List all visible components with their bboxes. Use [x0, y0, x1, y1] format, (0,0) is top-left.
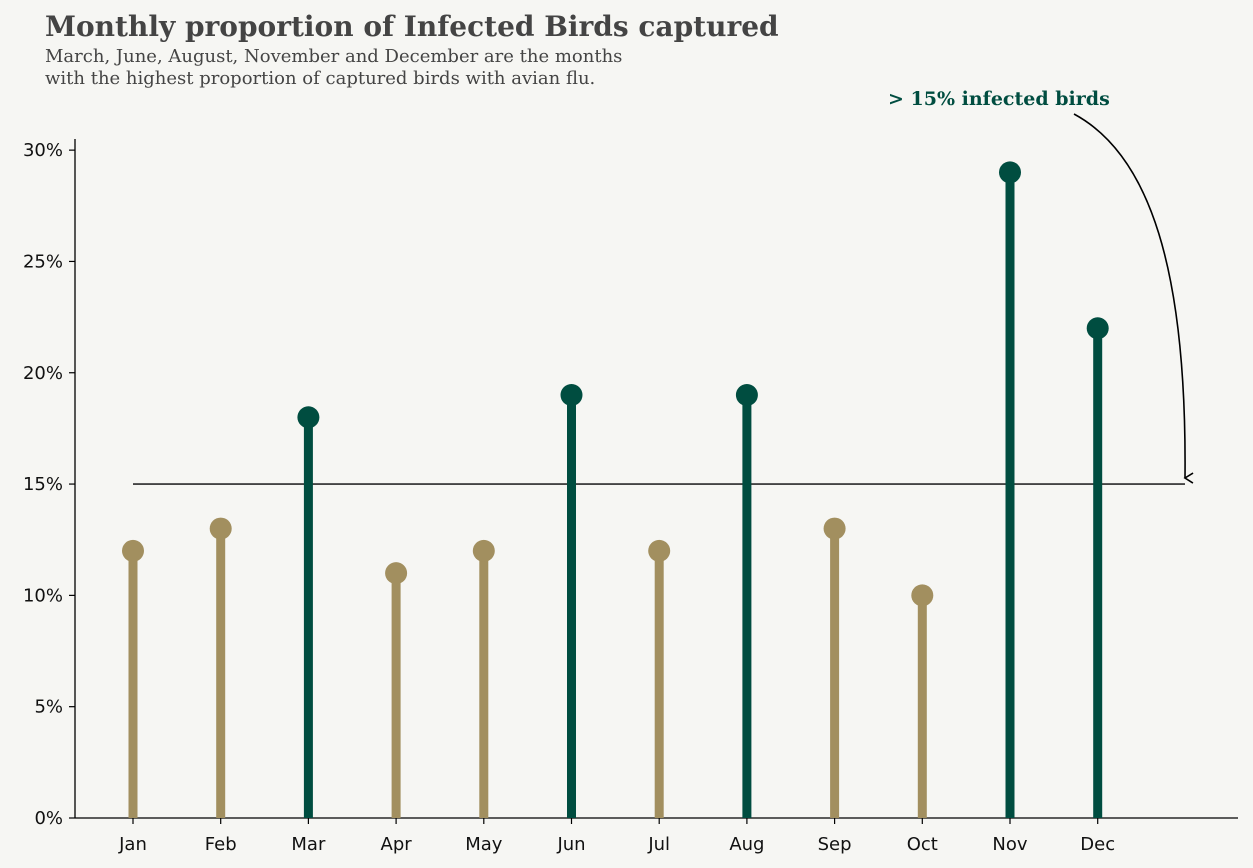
- lollipop-head-jan: [122, 539, 144, 562]
- lollipop-head-oct: [911, 584, 934, 607]
- chart-title: Monthly proportion of Infected Birds cap…: [45, 10, 779, 43]
- annotation-group: > 15% infected birds: [888, 88, 1194, 484]
- x-tick-label: Jul: [647, 834, 670, 855]
- x-tick-label: Jan: [118, 834, 147, 855]
- lollipop-head-apr: [385, 562, 408, 585]
- data-marks: [122, 161, 1109, 818]
- x-tick-label: Mar: [291, 834, 326, 855]
- y-tick-label: 5%: [34, 697, 63, 718]
- y-tick-label: 25%: [23, 251, 63, 272]
- lollipop-head-nov: [999, 161, 1021, 184]
- y-tick-label: 10%: [23, 585, 63, 606]
- annotation-label: > 15% infected birds: [888, 88, 1110, 110]
- lollipop-head-feb: [209, 517, 232, 540]
- lollipop-head-mar: [297, 406, 320, 429]
- y-tick-label: 30%: [23, 140, 63, 161]
- lollipop-head-aug: [735, 384, 758, 407]
- axes: 0% 5% 10% 15% 20% 25% 30% Jan Feb Mar Apr May Jun Jul…: [23, 139, 1238, 855]
- chart-subtitle: March, June, August, November and Decemb…: [45, 46, 805, 90]
- subtitle-line: March, June, August, November and Decemb…: [45, 46, 623, 67]
- annotation-arrow: [1073, 113, 1194, 484]
- y-tick-label: 15%: [23, 474, 63, 495]
- subtitle-line: with the highest proportion of captured …: [45, 68, 596, 89]
- y-tick-label: 0%: [34, 808, 63, 829]
- x-tick-label: Aug: [729, 834, 764, 855]
- lollipop-head-jun: [560, 384, 583, 407]
- y-tick-label: 20%: [23, 363, 63, 384]
- x-tick-label: Oct: [907, 834, 938, 855]
- x-tick-label: Jun: [556, 834, 585, 855]
- x-tick-label: May: [465, 834, 503, 855]
- lollipop-head-sep: [823, 517, 846, 540]
- x-tick-label: Sep: [818, 834, 852, 855]
- x-tick-label: Apr: [381, 834, 413, 855]
- lollipop-head-jul: [648, 539, 671, 562]
- lollipop-head-dec: [1086, 317, 1109, 340]
- x-tick-label: Nov: [992, 834, 1027, 855]
- x-tick-label: Feb: [205, 834, 237, 855]
- x-tick-label: Dec: [1080, 834, 1115, 855]
- lollipop-head-may: [472, 539, 495, 562]
